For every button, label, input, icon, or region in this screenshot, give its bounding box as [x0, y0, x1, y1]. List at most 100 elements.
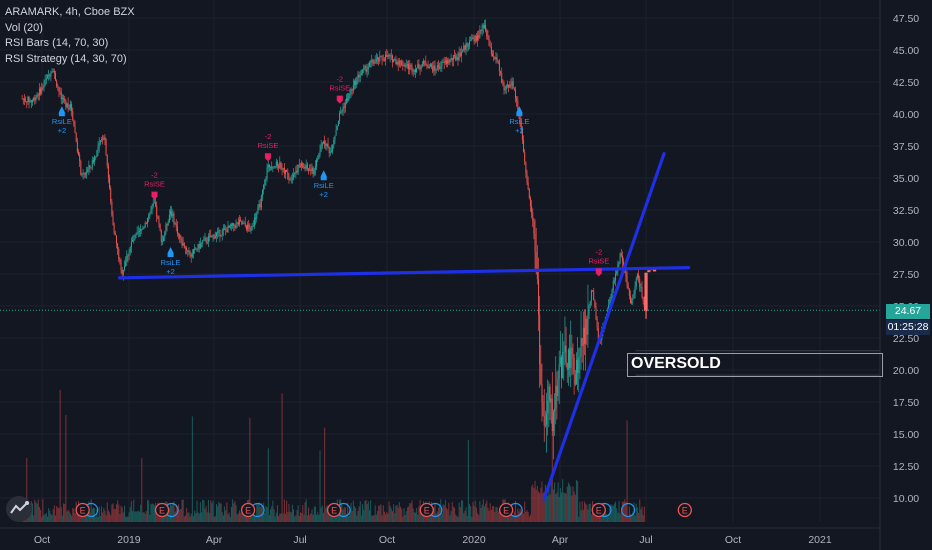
legend-rsi-bars[interactable]: RSI Bars (14, 70, 30) [5, 37, 109, 49]
volume-bar [355, 508, 357, 522]
volume-bar [105, 514, 107, 522]
volume-bar [53, 505, 55, 522]
volume-bar [575, 480, 577, 522]
candle-body [348, 93, 350, 101]
candle-body [642, 296, 644, 302]
volume-bar [252, 513, 254, 522]
candle-body [536, 271, 538, 280]
candle-body [273, 167, 275, 169]
volume-bar [221, 512, 223, 522]
candle-body [222, 228, 224, 231]
candle-body [240, 219, 242, 222]
volume-bar [54, 515, 57, 522]
signal-arrow-down [151, 191, 158, 200]
candle-body [226, 229, 228, 233]
candle-body [597, 328, 599, 342]
oversold-annotation[interactable]: OVERSOLD [627, 353, 883, 377]
volume-bar [325, 507, 327, 522]
volume-bar [474, 500, 476, 522]
candle-body [534, 234, 536, 252]
candle-body [623, 261, 625, 266]
earnings-marker-label: E [596, 506, 602, 516]
candle-body [156, 205, 158, 217]
y-tick-label: 22.50 [893, 333, 919, 345]
volume-bar [28, 512, 30, 522]
candle-body [587, 314, 589, 335]
candle-body [341, 110, 343, 113]
volume-bar [356, 515, 358, 522]
candle-body [583, 327, 585, 344]
candle-body [457, 57, 459, 60]
volume-bar [546, 487, 548, 522]
legend-title[interactable]: ARAMARK, 4h, Cboe BZX [5, 6, 135, 18]
legend-vol[interactable]: Vol (20) [5, 21, 43, 34]
candle-body [356, 78, 358, 86]
candle-body [134, 235, 136, 240]
chart-grid [0, 0, 880, 522]
candle-body [335, 130, 337, 136]
candle-body [404, 64, 406, 67]
volume-bar [271, 506, 273, 522]
candle-body [214, 236, 216, 239]
candle-body [248, 224, 250, 228]
volume-bar [142, 512, 144, 522]
volume-bar [249, 417, 251, 522]
volume-bar [73, 508, 75, 522]
volume-bar [34, 499, 36, 522]
candle-body [479, 29, 481, 38]
volume-bar [452, 506, 454, 522]
volume-bar [629, 514, 632, 522]
volume-bar [245, 513, 247, 522]
volume-bar [264, 513, 266, 522]
candle-body [359, 75, 361, 78]
candle-body [148, 216, 150, 219]
candle-body [449, 59, 451, 63]
legend-rsi-strategy[interactable]: RSI Strategy (14, 30, 70) [5, 52, 127, 65]
volume-bar [471, 516, 473, 522]
candle-body [40, 88, 42, 94]
volume-bar [381, 515, 383, 522]
candle-body [511, 81, 513, 86]
candle-body [363, 68, 365, 70]
candle-body [462, 51, 464, 53]
volume-bar [60, 507, 62, 522]
volume-bar [33, 515, 35, 522]
volume-bar [617, 512, 619, 522]
volume-bar [171, 505, 173, 522]
candle-body [387, 54, 389, 57]
volume-bar [640, 509, 642, 522]
volume-bar [537, 491, 540, 522]
volume-bar [102, 512, 104, 522]
volume-bar [164, 512, 166, 522]
volume-bar [283, 499, 285, 522]
candle-body [265, 177, 267, 180]
candle-body [100, 139, 102, 141]
signal-value: +2 [319, 190, 328, 199]
candle-body [283, 167, 285, 174]
volume-bar [564, 492, 566, 522]
volume-bar [129, 506, 131, 522]
candle-body [612, 281, 614, 291]
volume-bar [389, 506, 391, 522]
volume-bar [240, 512, 242, 522]
candle-body [186, 247, 188, 251]
candle-body [550, 398, 552, 403]
volume-bar [61, 515, 63, 522]
candle-body [454, 55, 456, 56]
volume-bar [579, 501, 581, 522]
volume-bar [289, 511, 291, 522]
candle-body [504, 88, 506, 91]
candle-body [475, 36, 477, 41]
candle-body [81, 174, 83, 176]
volume-bar [146, 499, 149, 522]
candle-body [31, 100, 33, 103]
volume-bar [583, 501, 586, 522]
candle-body [163, 237, 165, 242]
volume-bar [562, 479, 564, 522]
tradingview-logo-icon[interactable] [6, 496, 32, 522]
candle-body [56, 80, 58, 86]
volume-bar [493, 506, 495, 522]
volume-bar [436, 511, 438, 522]
candle-body [596, 318, 598, 329]
